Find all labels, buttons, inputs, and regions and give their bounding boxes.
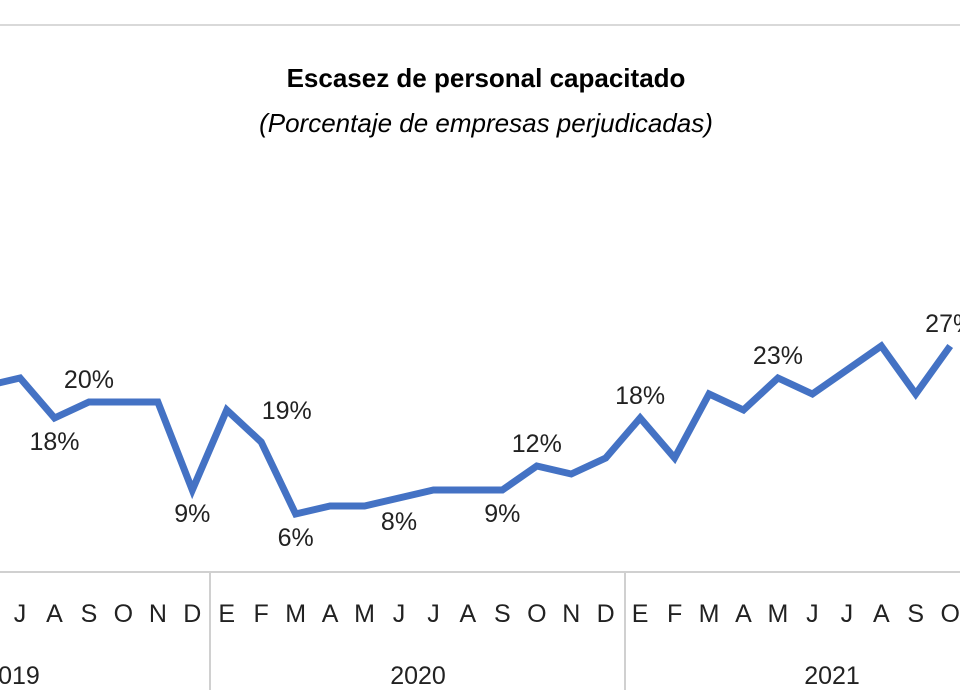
- month-tick-label: A: [735, 600, 752, 628]
- data-label: 18%: [29, 428, 79, 456]
- month-tick-label: D: [597, 600, 615, 628]
- month-tick-label: F: [254, 600, 269, 628]
- month-tick-label: A: [322, 600, 339, 628]
- month-tick-label: F: [667, 600, 682, 628]
- month-tick-label: J: [427, 600, 440, 628]
- month-tick-label: J: [393, 600, 406, 628]
- year-label-2021: 2021: [804, 662, 860, 690]
- month-tick-label: J: [841, 600, 854, 628]
- month-tick-label: N: [562, 600, 580, 628]
- year-label-2020: 2020: [390, 662, 446, 690]
- month-tick-label: M: [285, 600, 306, 628]
- month-tick-label: O: [114, 600, 133, 628]
- data-label: 8%: [381, 508, 417, 536]
- month-tick-label: A: [873, 600, 890, 628]
- data-label: 23%: [753, 342, 803, 370]
- month-tick-label: D: [183, 600, 201, 628]
- month-tick-label: E: [632, 600, 649, 628]
- year-label-2019: 2019: [0, 662, 40, 690]
- month-tick-label: E: [218, 600, 235, 628]
- month-tick-label: M: [699, 600, 720, 628]
- month-tick-label: M: [354, 600, 375, 628]
- month-tick-label: J: [806, 600, 819, 628]
- month-tick-label: O: [940, 600, 959, 628]
- month-tick-label: A: [46, 600, 63, 628]
- series-line: [0, 341, 954, 519]
- month-tick-label: J: [14, 600, 27, 628]
- data-label: 27%: [925, 310, 960, 338]
- chart-title: Escasez de personal capacitado: [287, 63, 686, 93]
- data-label: 18%: [615, 382, 665, 410]
- data-label: 9%: [174, 500, 210, 528]
- data-label: 19%: [262, 397, 312, 425]
- data-label: 6%: [278, 524, 314, 552]
- month-tick-label: A: [460, 600, 477, 628]
- data-label: 9%: [484, 500, 520, 528]
- month-tick-label: N: [149, 600, 167, 628]
- data-label: 20%: [64, 366, 114, 394]
- month-tick-label: S: [81, 600, 98, 628]
- month-tick-label: M: [768, 600, 789, 628]
- month-tick-label: S: [907, 600, 924, 628]
- data-label: 12%: [512, 430, 562, 458]
- chart-subtitle: (Porcentaje de empresas perjudicadas): [259, 108, 713, 138]
- month-tick-label: S: [494, 600, 511, 628]
- month-tick-label: O: [527, 600, 546, 628]
